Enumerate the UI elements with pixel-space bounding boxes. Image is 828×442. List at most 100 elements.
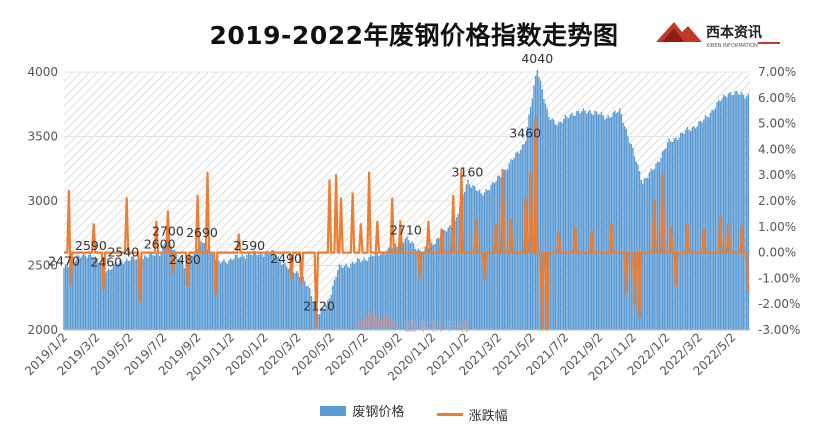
price-bar (186, 260, 189, 330)
price-bar (389, 248, 392, 330)
data-label: 2590 (75, 238, 107, 253)
price-bar (439, 238, 441, 330)
price-bar (366, 261, 369, 330)
price-bar (609, 117, 611, 330)
price-bar (285, 266, 288, 330)
price-bar (516, 151, 519, 330)
price-bar (251, 254, 253, 330)
price-bar (144, 255, 146, 330)
data-label: 3160 (452, 164, 484, 179)
price-bar (262, 256, 265, 330)
price-bar (538, 76, 540, 330)
price-bar (675, 137, 677, 330)
price-bar (210, 252, 212, 330)
price-bar (211, 254, 214, 330)
logo-text: 西本资讯 (706, 24, 762, 41)
price-bar (350, 263, 352, 330)
price-bar (229, 257, 232, 330)
price-bar (635, 161, 637, 330)
price-bar (561, 122, 563, 331)
price-bar (625, 128, 628, 330)
price-bar (442, 229, 444, 330)
price-bar (414, 248, 416, 330)
price-bar (94, 256, 97, 330)
price-bar (747, 93, 750, 330)
price-bar (737, 94, 740, 330)
price-bar (569, 114, 571, 330)
price-bar (421, 254, 423, 330)
price-bar (693, 125, 695, 330)
price-bar (459, 206, 461, 330)
price-bar (348, 267, 350, 330)
price-bar (713, 110, 715, 330)
y-right-tick-label: -1.00% (758, 271, 800, 285)
price-bar (673, 138, 675, 330)
price-bar (630, 144, 632, 330)
price-bar (445, 231, 448, 330)
price-bar (558, 122, 560, 330)
price-bar (431, 242, 433, 330)
price-bar (276, 257, 278, 330)
price-bar (495, 181, 497, 330)
price-bar (462, 194, 464, 330)
price-bar (337, 270, 339, 330)
price-bar (325, 304, 327, 330)
price-bar (185, 264, 187, 330)
price-bar (175, 253, 177, 330)
price-bar (379, 254, 382, 330)
data-label: 2460 (90, 255, 122, 270)
price-bar (412, 243, 415, 330)
price-bar (269, 253, 271, 330)
price-bar (381, 251, 383, 330)
price-bar (427, 248, 430, 330)
price-bar (590, 113, 593, 330)
price-bar (407, 240, 410, 330)
price-bar (734, 91, 736, 330)
price-bar (435, 238, 438, 330)
price-bar (401, 241, 403, 330)
y-left-tick-label: 4000 (27, 65, 58, 79)
price-bar (600, 112, 603, 331)
price-bar (648, 172, 651, 330)
price-bar (493, 183, 496, 330)
price-bar (205, 243, 207, 330)
price-bar (89, 253, 92, 330)
price-bar (231, 260, 233, 330)
price-bar (224, 261, 227, 330)
legend-item-change: 涨跌幅 (436, 405, 508, 424)
price-bar (416, 250, 418, 330)
price-bar (193, 252, 195, 330)
price-bar (615, 112, 618, 330)
price-bar (553, 119, 555, 330)
price-bar (722, 94, 725, 330)
price-bar (661, 151, 664, 330)
price-bar (404, 238, 407, 330)
price-bar (709, 112, 712, 330)
legend-swatch-line (436, 412, 463, 416)
price-bar (480, 193, 482, 330)
price-bar (551, 118, 553, 330)
price-bar (632, 147, 634, 330)
price-bar (599, 114, 601, 331)
price-bar (577, 110, 580, 330)
price-bar (584, 110, 586, 331)
price-bar (338, 264, 341, 330)
legend-label-price: 废钢价格 (352, 405, 405, 420)
price-bar (198, 242, 200, 330)
price-bar (587, 111, 590, 330)
price-bar (92, 258, 95, 330)
price-bar (467, 179, 469, 330)
price-bar (190, 261, 192, 330)
price-bar (125, 258, 128, 330)
price-bar (716, 102, 718, 330)
price-bar (172, 250, 174, 330)
price-bar (437, 237, 440, 330)
price-bar (614, 110, 616, 331)
price-bar (149, 253, 151, 330)
price-bar (284, 262, 286, 330)
data-label: 4040 (521, 51, 553, 66)
price-bar (304, 281, 306, 330)
y-right-tick-label: 2.00% (758, 194, 796, 208)
price-bar (208, 253, 210, 330)
